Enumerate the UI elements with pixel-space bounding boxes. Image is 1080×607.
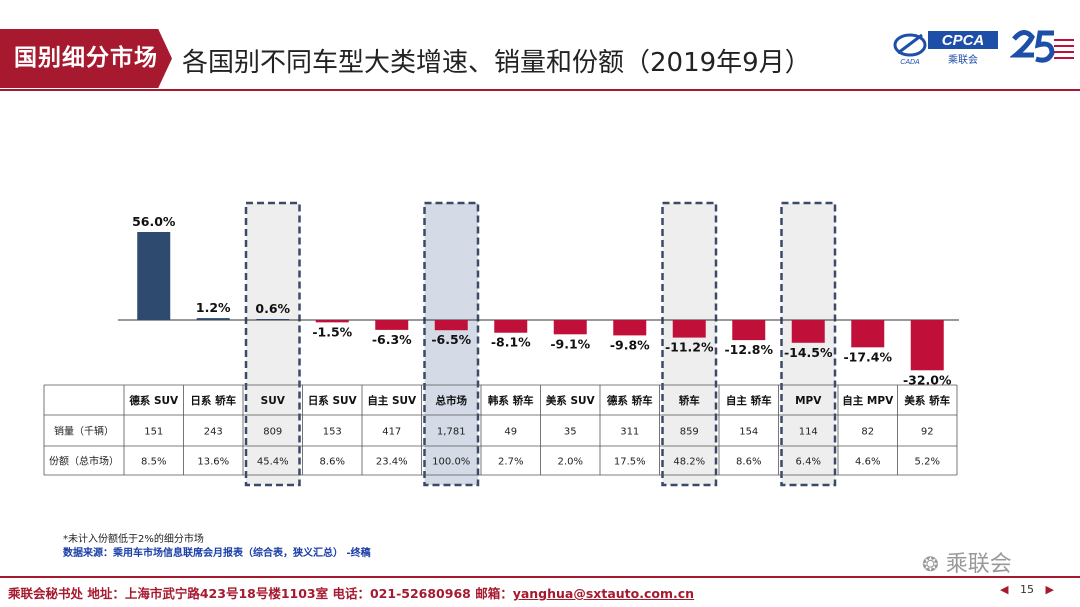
data-label-5: -6.5% xyxy=(431,332,471,347)
slide-title: 各国别不同车型大类增速、销量和份额（2019年9月） xyxy=(182,48,811,78)
bar-11 xyxy=(791,320,825,343)
category-label-10: 自主 轿车 xyxy=(726,394,772,407)
table-cell-1-0: 8.5% xyxy=(141,457,166,468)
header-divider xyxy=(0,89,1080,91)
table-cell-0-12: 82 xyxy=(861,427,874,438)
bar-0 xyxy=(137,232,171,320)
category-label-0: 德系 SUV xyxy=(128,394,179,407)
table-cell-1-8: 17.5% xyxy=(614,457,646,468)
wechat-icon: ❂ xyxy=(922,552,939,576)
data-source: 数据来源：乘用车市场信息联席会月报表（综合表，狭义汇总） -终稿 xyxy=(63,548,371,559)
bar-4 xyxy=(375,320,409,330)
data-label-4: -6.3% xyxy=(372,332,412,347)
table-cell-1-5: 100.0% xyxy=(432,457,470,468)
data-label-12: -17.4% xyxy=(843,349,892,364)
bar-5 xyxy=(434,320,468,331)
bar-7 xyxy=(553,320,587,335)
table-cell-1-3: 8.6% xyxy=(320,457,345,468)
table-cell-1-7: 2.0% xyxy=(558,457,583,468)
wechat-watermark: ❂ 乘联会 xyxy=(922,546,1072,577)
bar-1 xyxy=(196,318,230,320)
data-label-6: -8.1% xyxy=(491,335,531,350)
bar-2 xyxy=(256,319,290,320)
table-cell-0-11: 114 xyxy=(799,427,818,438)
category-label-7: 美系 SUV xyxy=(546,394,596,407)
table-cell-1-4: 23.4% xyxy=(376,457,408,468)
category-label-12: 自主 MPV xyxy=(842,394,894,407)
footnote: *未计入份额低于2%的细分市场 xyxy=(63,534,204,545)
table-cell-0-1: 243 xyxy=(204,427,223,438)
pager: ◀ 15 ▶ xyxy=(1000,583,1054,596)
table-cell-0-9: 859 xyxy=(680,427,699,438)
table-cell-0-4: 417 xyxy=(382,427,401,438)
category-label-9: 轿车 xyxy=(679,394,700,407)
logo-small: CADA xyxy=(900,59,920,66)
bar-13 xyxy=(910,320,944,371)
table-cell-0-8: 311 xyxy=(620,427,639,438)
table-cell-1-10: 8.6% xyxy=(736,457,761,468)
footer-email-link[interactable]: yanghua@sxtauto.com.cn xyxy=(512,586,695,601)
category-label-6: 韩系 轿车 xyxy=(488,394,534,407)
category-label-13: 美系 轿车 xyxy=(904,394,950,407)
row-label-1: 份额（总市场） xyxy=(49,455,119,468)
highlight-box-5 xyxy=(423,201,480,487)
table-cell-0-3: 153 xyxy=(323,427,342,438)
table-cell-1-6: 2.7% xyxy=(498,457,523,468)
data-label-8: -9.8% xyxy=(610,337,650,352)
table-cell-1-13: 5.2% xyxy=(915,457,940,468)
table-cell-1-9: 48.2% xyxy=(673,457,705,468)
table-cell-0-0: 151 xyxy=(144,427,163,438)
bar-12 xyxy=(851,320,885,348)
bar-9 xyxy=(672,320,706,338)
footer-divider xyxy=(0,576,1080,578)
data-label-0: 56.0% xyxy=(132,214,176,229)
highlight-box-9 xyxy=(661,201,718,487)
table-cell-0-13: 92 xyxy=(921,427,934,438)
table-cell-1-12: 4.6% xyxy=(855,457,880,468)
table-cell-1-1: 13.6% xyxy=(197,457,229,468)
next-page-icon[interactable]: ▶ xyxy=(1045,583,1054,596)
section-tag: 国别细分市场 xyxy=(0,29,172,88)
highlight-box-11 xyxy=(780,201,837,487)
bar-6 xyxy=(494,320,528,333)
bar-8 xyxy=(613,320,647,336)
logo-subtext: 乘联会 xyxy=(948,53,978,66)
logo-text: CPCA xyxy=(942,32,985,49)
data-label-1: 1.2% xyxy=(196,300,231,315)
table-cell-0-7: 35 xyxy=(564,427,577,438)
footer-address: 乘联会秘书处 地址：上海市武宁路423号18号楼1103室 电话：021-526… xyxy=(8,586,513,601)
data-label-3: -1.5% xyxy=(312,324,352,339)
table-cell-1-2: 45.4% xyxy=(257,457,289,468)
data-label-10: -12.8% xyxy=(724,342,773,357)
bar-3 xyxy=(315,320,349,323)
category-label-5: 总市场 xyxy=(436,394,468,407)
data-label-2: 0.6% xyxy=(255,301,290,316)
page-number: 15 xyxy=(1019,583,1034,596)
data-label-13: -32.0% xyxy=(903,372,952,387)
row-label-0: 销量（千辆） xyxy=(54,425,114,438)
bar-10 xyxy=(732,320,766,341)
table-cell-1-11: 6.4% xyxy=(796,457,821,468)
category-label-3: 日系 SUV xyxy=(308,394,358,407)
table-cell-0-10: 154 xyxy=(739,427,758,438)
category-label-11: MPV xyxy=(795,395,822,407)
data-label-11: -14.5% xyxy=(784,345,833,360)
category-label-4: 自主 SUV xyxy=(367,394,417,407)
table-cell-0-2: 809 xyxy=(263,427,282,438)
table-cell-0-5: 1,781 xyxy=(437,427,466,438)
category-label-8: 德系 轿车 xyxy=(606,394,653,407)
anniversary-logo xyxy=(1010,30,1074,63)
watermark-text: 乘联会 xyxy=(945,552,1012,577)
table-cell-0-6: 49 xyxy=(504,427,517,438)
cpca-logo: CPCA 乘联会 CADA xyxy=(893,31,998,66)
data-label-7: -9.1% xyxy=(550,336,590,351)
category-label-1: 日系 轿车 xyxy=(190,394,236,407)
category-label-2: SUV xyxy=(261,395,286,407)
growth-chart: 56.0% 1.2% 0.6% -1.5% -6.3% -6.5% -8.1% -9.1% -9… xyxy=(43,201,959,487)
footer-contact: 乘联会秘书处 地址：上海市武宁路423号18号楼1103室 电话：021-526… xyxy=(8,583,694,602)
highlight-box-2 xyxy=(244,201,301,487)
data-label-9: -11.2% xyxy=(665,340,714,355)
prev-page-icon[interactable]: ◀ xyxy=(1000,583,1009,596)
